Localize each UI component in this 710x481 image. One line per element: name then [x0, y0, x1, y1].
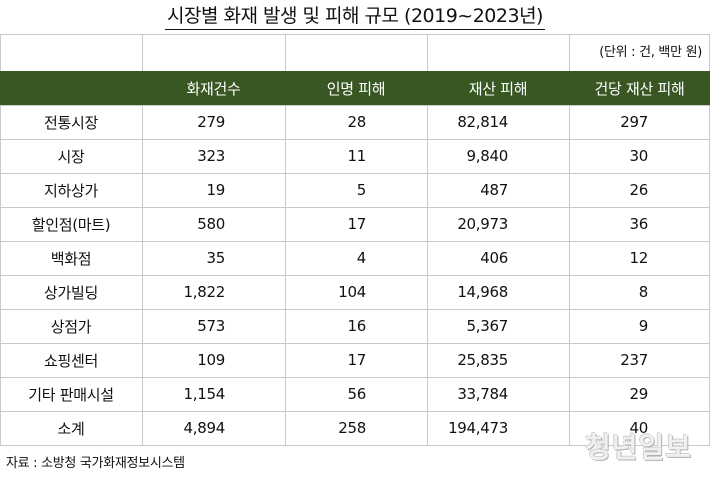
grid-line-horizontal: [0, 445, 710, 446]
table-title-text: 시장별 화재 발생 및 피해 규모 (2019~2023년): [165, 4, 545, 30]
grid-line-horizontal: [0, 139, 710, 140]
cell-fires: 323: [197, 147, 225, 165]
grid-line-horizontal: [0, 377, 710, 378]
cell-property: 20,973: [457, 215, 508, 233]
grid-line-horizontal: [0, 411, 710, 412]
cell-per-case: 297: [620, 113, 648, 131]
cell-fires: 19: [206, 181, 226, 199]
grid-line-vertical: [0, 34, 1, 445]
cell-fires: 279: [197, 113, 225, 131]
cell-property: 33,784: [457, 385, 508, 403]
row-label: 소계: [57, 419, 85, 438]
cell-property: 14,968: [457, 283, 508, 301]
cell-casualties: 5: [356, 181, 367, 199]
grid-line-horizontal: [0, 309, 710, 310]
grid-line-horizontal: [0, 241, 710, 242]
cell-per-case: 29: [629, 385, 649, 403]
cell-property: 25,835: [457, 351, 508, 369]
cell-fires: 580: [197, 215, 225, 233]
cell-casualties: 28: [347, 113, 367, 131]
cell-fires: 1,154: [183, 385, 226, 403]
cell-fires: 1,822: [183, 283, 226, 301]
cell-fires: 109: [197, 351, 225, 369]
cell-property: 5,367: [466, 317, 509, 335]
cell-casualties: 258: [338, 419, 366, 437]
row-label: 할인점(마트): [31, 215, 111, 234]
cell-casualties: 11: [347, 147, 367, 165]
grid-line-vertical: [142, 34, 143, 445]
column-header-per-case-damage: 건당 재산 피해: [594, 79, 685, 98]
cell-casualties: 56: [347, 385, 367, 403]
cell-per-case: 30: [629, 147, 649, 165]
row-label: 쇼핑센터: [43, 351, 98, 370]
row-label: 기타 판매시설: [28, 385, 114, 404]
cell-fires: 4,894: [183, 419, 226, 437]
grid-line-horizontal: [0, 207, 710, 208]
source-note: 자료 : 소방청 국가화재정보시스템: [6, 456, 185, 471]
row-label: 시장: [57, 147, 85, 166]
row-label: 상점가: [50, 317, 92, 336]
publisher-watermark: 청년일보: [584, 431, 692, 464]
cell-property: 194,473: [448, 419, 508, 437]
cell-per-case: 36: [629, 215, 649, 233]
grid-line-horizontal: [0, 105, 710, 106]
cell-casualties: 4: [356, 249, 367, 267]
grid-line-horizontal: [0, 275, 710, 276]
cell-property: 9,840: [466, 147, 509, 165]
cell-per-case: 12: [629, 249, 649, 267]
row-label: 백화점: [50, 249, 92, 268]
cell-fires: 35: [206, 249, 226, 267]
cell-casualties: 17: [347, 351, 367, 369]
cell-fires: 573: [197, 317, 225, 335]
cell-per-case: 8: [638, 283, 649, 301]
column-header-property-damage: 재산 피해: [468, 79, 528, 98]
grid-line-horizontal: [0, 343, 710, 344]
cell-property: 82,814: [457, 113, 508, 131]
cell-per-case: 40: [629, 419, 649, 437]
column-header-fires: 화재건수: [186, 79, 241, 98]
cell-casualties: 17: [347, 215, 367, 233]
cell-casualties: 104: [338, 283, 366, 301]
cell-per-case: 9: [638, 317, 649, 335]
grid-line-vertical: [427, 34, 428, 445]
grid-line-vertical: [285, 34, 286, 445]
cell-property: 487: [480, 181, 508, 199]
table-header-row: [0, 71, 710, 105]
row-label: 상가빌딩: [43, 283, 98, 302]
grid-line-horizontal: [0, 34, 710, 35]
cell-property: 406: [480, 249, 508, 267]
grid-line-vertical: [569, 34, 570, 445]
table-title: 시장별 화재 발생 및 피해 규모 (2019~2023년): [0, 0, 710, 34]
row-label: 전통시장: [43, 113, 98, 132]
cell-casualties: 16: [347, 317, 367, 335]
cell-per-case: 26: [629, 181, 649, 199]
row-label: 지하상가: [43, 181, 98, 200]
cell-per-case: 237: [620, 351, 648, 369]
column-header-casualties: 인명 피해: [326, 79, 386, 98]
grid-line-horizontal: [0, 173, 710, 174]
unit-note: (단위 : 건, 백만 원): [599, 45, 702, 60]
